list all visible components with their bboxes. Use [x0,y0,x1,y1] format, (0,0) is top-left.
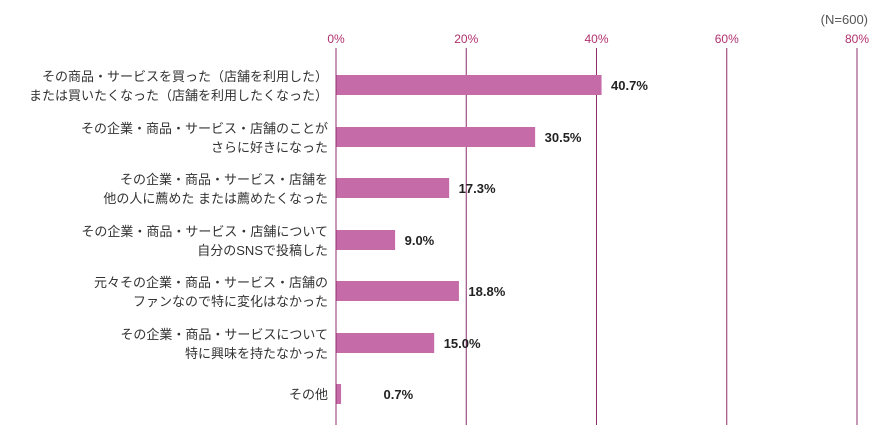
category-label-line: その企業・商品・サービスについて [120,327,328,342]
x-tick-label: 60% [715,32,739,46]
category-label: その企業・商品・サービスについて特に興味を持たなかった [120,327,328,361]
x-tick-label: 40% [584,32,608,46]
category-label-line: 自分のSNSで投稿した [197,243,328,258]
bar [336,384,342,404]
category-label-line: その他 [289,387,328,402]
bar [336,281,459,301]
category-label: その他 [289,387,328,402]
category-label-line: 他の人に薦めた または薦めたくなった [103,191,328,206]
bar [336,333,435,353]
category-label: その企業・商品・サービス・店舗について自分のSNSで投稿した [81,224,328,258]
category-label-line: その商品・サービスを買った（店舗を利用した） [42,69,328,84]
value-label: 9.0% [405,233,435,248]
category-label-line: その企業・商品・サービス・店舗のことが [81,121,328,136]
value-label: 40.7% [611,78,648,93]
category-label-line: その企業・商品・サービス・店舗について [81,224,328,239]
category-label-line: 特に興味を持たなかった [185,346,328,361]
bar [336,230,396,250]
value-label: 17.3% [459,181,496,196]
category-label-line: ファンなので特に変化はなかった [133,294,328,309]
category-label-line: さらに好きになった [211,140,328,155]
bar [336,127,536,147]
value-label: 30.5% [545,130,582,145]
x-tick-label: 80% [845,32,869,46]
x-tick-label: 20% [454,32,478,46]
x-tick-label: 0% [327,32,345,46]
category-label-line: または買いたくなった（店舗を利用したくなった） [29,88,328,103]
category-label-line: その企業・商品・サービス・店舗を [120,172,328,187]
value-label: 18.8% [468,284,505,299]
value-label: 0.7% [384,387,414,402]
category-label: その企業・商品・サービス・店舗のことがさらに好きになった [81,121,328,155]
category-label: 元々その企業・商品・サービス・店舗のファンなので特に変化はなかった [94,275,328,309]
bar [336,75,602,95]
category-label-line: 元々その企業・商品・サービス・店舗の [94,275,328,290]
category-label: その企業・商品・サービス・店舗を他の人に薦めた または薦めたくなった [103,172,328,206]
bar [336,178,450,198]
value-label: 15.0% [444,336,481,351]
sample-size-note: (N=600) [821,12,868,27]
category-label: その商品・サービスを買った（店舗を利用した） または買いたくなった（店舗を利用した… [29,69,328,103]
